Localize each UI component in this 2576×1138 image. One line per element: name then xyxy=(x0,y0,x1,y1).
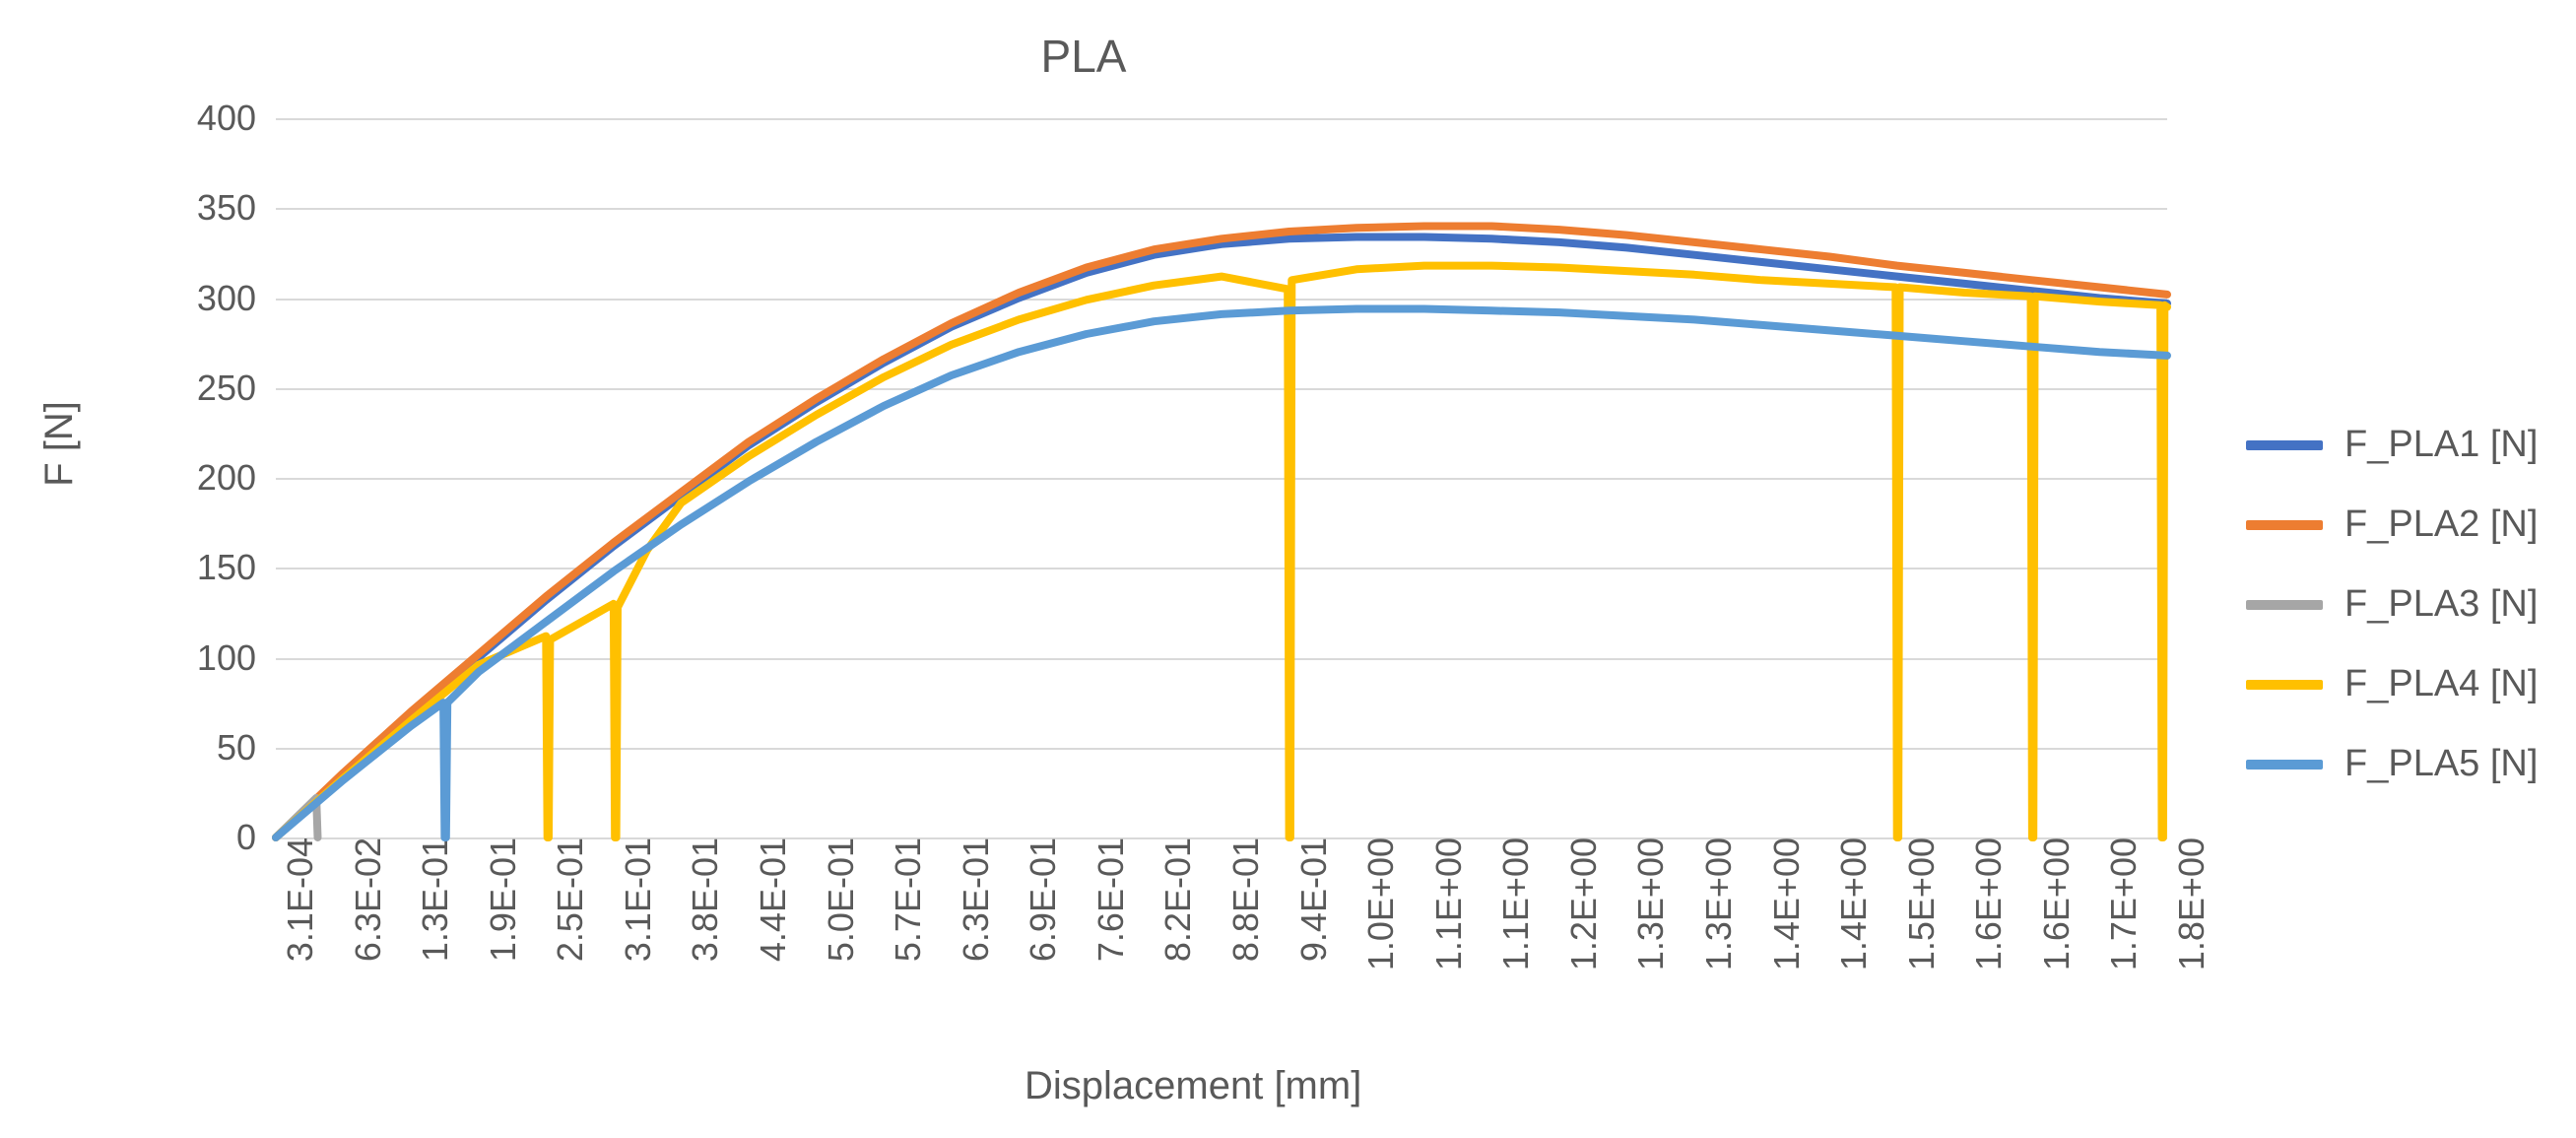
legend-item: F_PLA3 [N] xyxy=(2246,583,2538,626)
legend-item: F_PLA1 [N] xyxy=(2246,424,2538,466)
x-axis-title: Displacement [mm] xyxy=(1024,1064,1361,1108)
x-tick-label: 5.0E-01 xyxy=(811,837,862,962)
legend: F_PLA1 [N] F_PLA2 [N] F_PLA3 [N] F_PLA4 [N]… xyxy=(2246,424,2538,785)
x-tick-label: 9.4E-01 xyxy=(1284,837,1335,962)
legend-label: F_PLA3 [N] xyxy=(2345,583,2538,626)
x-tick-label: 1.7E+00 xyxy=(2093,837,2145,971)
legend-swatch xyxy=(2246,760,2323,770)
pla-chart: PLA F [N] 0501001502002503003504003.1E-0… xyxy=(0,0,2576,1138)
y-tick-label: 300 xyxy=(197,278,276,319)
x-tick-label: 3.8E-01 xyxy=(675,837,726,962)
x-tick-label: 1.6E+00 xyxy=(1958,837,2010,971)
plot-area: 0501001502002503003504003.1E-046.3E-021.… xyxy=(276,118,2167,837)
x-tick-label: 1.3E+00 xyxy=(1620,837,1672,971)
series-line xyxy=(276,309,2167,838)
x-tick-label: 4.4E-01 xyxy=(743,837,794,962)
y-tick-label: 250 xyxy=(197,368,276,409)
x-tick-label: 8.8E-01 xyxy=(1216,837,1267,962)
legend-label: F_PLA1 [N] xyxy=(2345,424,2538,466)
x-tick-label: 1.4E+00 xyxy=(1756,837,1808,971)
y-tick-label: 400 xyxy=(197,98,276,139)
series-line xyxy=(276,266,2167,837)
legend-swatch xyxy=(2246,680,2323,690)
x-tick-label: 6.3E-02 xyxy=(338,837,389,962)
x-tick-label: 2.5E-01 xyxy=(540,837,591,962)
y-tick-label: 50 xyxy=(217,727,276,769)
legend-swatch xyxy=(2246,520,2323,530)
y-tick-label: 350 xyxy=(197,187,276,229)
x-tick-label: 6.9E-01 xyxy=(1013,837,1064,962)
x-tick-label: 1.5E+00 xyxy=(1891,837,1943,971)
series-layer xyxy=(276,118,2167,837)
y-tick-label: 150 xyxy=(197,547,276,588)
legend-swatch xyxy=(2246,600,2323,610)
legend-label: F_PLA4 [N] xyxy=(2345,663,2538,705)
y-axis-title: F [N] xyxy=(30,0,89,887)
x-tick-label: 1.3E+00 xyxy=(1688,837,1740,971)
x-tick-label: 1.1E+00 xyxy=(1486,837,1537,971)
x-tick-label: 1.1E+00 xyxy=(1419,837,1470,971)
x-tick-label: 5.7E-01 xyxy=(878,837,929,962)
x-tick-label: 3.1E-04 xyxy=(270,837,321,962)
chart-title: PLA xyxy=(0,30,2167,83)
x-tick-label: 8.2E-01 xyxy=(1148,837,1199,962)
x-tick-label: 1.2E+00 xyxy=(1553,837,1605,971)
legend-label: F_PLA2 [N] xyxy=(2345,503,2538,546)
x-tick-label: 7.6E-01 xyxy=(1081,837,1132,962)
x-tick-label: 1.9E-01 xyxy=(473,837,524,962)
legend-item: F_PLA2 [N] xyxy=(2246,503,2538,546)
y-tick-label: 100 xyxy=(197,637,276,679)
legend-item: F_PLA5 [N] xyxy=(2246,743,2538,785)
x-tick-label: 3.1E-01 xyxy=(608,837,659,962)
x-tick-label: 1.3E-01 xyxy=(405,837,456,962)
x-tick-label: 1.8E+00 xyxy=(2161,837,2213,971)
x-tick-label: 1.4E+00 xyxy=(1823,837,1875,971)
x-tick-label: 1.6E+00 xyxy=(2026,837,2078,971)
legend-item: F_PLA4 [N] xyxy=(2246,663,2538,705)
y-tick-label: 200 xyxy=(197,457,276,499)
x-tick-label: 1.0E+00 xyxy=(1351,837,1402,971)
legend-swatch xyxy=(2246,440,2323,450)
series-line xyxy=(276,237,2167,838)
x-tick-label: 6.3E-01 xyxy=(946,837,997,962)
legend-label: F_PLA5 [N] xyxy=(2345,743,2538,785)
